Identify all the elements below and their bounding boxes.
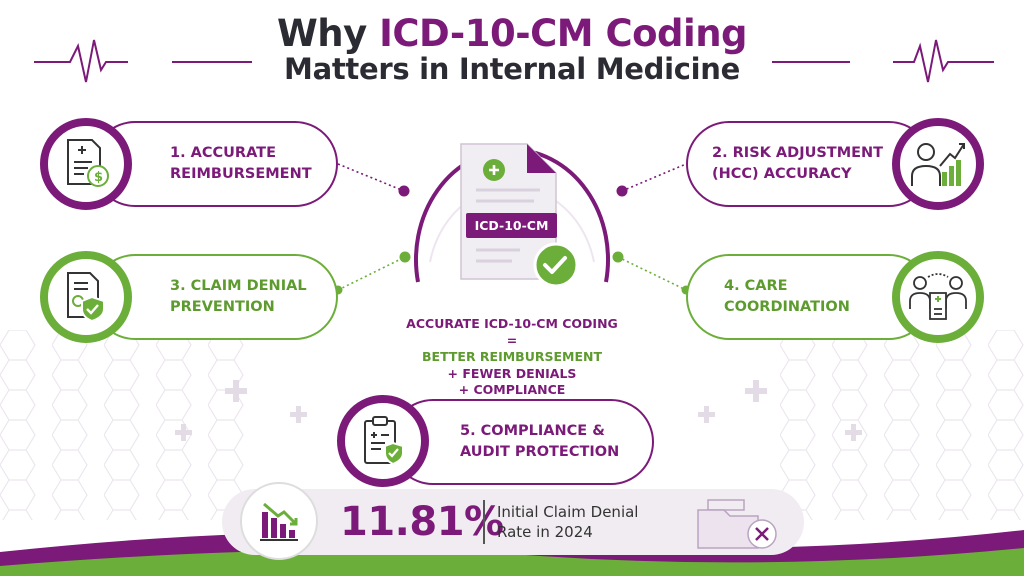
document-dollar-icon: $ xyxy=(40,118,132,210)
plus-decoration xyxy=(175,380,862,441)
rejected-folder-icon xyxy=(697,499,777,549)
stat-value: 11.81% xyxy=(340,499,504,545)
equation-line2: BETTER REIMBURSEMENT xyxy=(422,349,602,364)
item-1-line2: REIMBURSEMENT xyxy=(170,166,312,182)
bottom-wave-green xyxy=(0,548,1024,576)
equation-line1: ACCURATE ICD-10-CM CODING xyxy=(406,316,618,331)
connector-lines xyxy=(337,163,687,192)
item-3-line2: PREVENTION xyxy=(170,299,275,315)
heartbeat-left-icon xyxy=(34,39,252,83)
stat-label-line1: Initial Claim Denial xyxy=(497,503,639,521)
item-1-line1: 1. ACCURATE xyxy=(170,144,276,161)
document-shield-check-icon xyxy=(40,251,132,343)
title-prefix: Why xyxy=(276,12,380,55)
item-5-line1: 5. COMPLIANCE & xyxy=(460,422,605,439)
patient-growth-chart-icon xyxy=(892,118,984,210)
stat-label-line2: Rate in 2024 xyxy=(497,523,593,542)
declining-bar-chart-icon xyxy=(240,482,318,560)
stat-divider xyxy=(483,500,485,544)
hex-pattern-left xyxy=(0,330,260,520)
item-accurate-reimbursement: 1. ACCURATE REIMBURSEMENT xyxy=(92,121,338,207)
center-equation: ACCURATE ICD-10-CM CODING = BETTER REIMB… xyxy=(362,316,662,399)
doctors-exchange-icon xyxy=(892,251,984,343)
clipboard-shield-icon xyxy=(337,395,429,487)
hex-pattern-right xyxy=(780,330,1024,520)
page-title: Why ICD-10-CM Coding Matters in Internal… xyxy=(0,14,1024,85)
equation-line3: + FEWER DENIALS xyxy=(447,365,577,381)
item-5-line2: AUDIT PROTECTION xyxy=(460,444,620,460)
item-2-line2: (HCC) ACCURACY xyxy=(712,166,852,182)
item-4-line1: 4. CARE xyxy=(724,277,788,294)
item-care-coordination: 4. CARE COORDINATION xyxy=(686,254,932,340)
item-3-line1: 3. CLAIM DENIAL xyxy=(170,277,307,294)
item-2-line1: 2. RISK ADJUSTMENT xyxy=(712,144,884,161)
equation-equals: = xyxy=(506,332,518,348)
equation-line4: + COMPLIANCE xyxy=(458,382,566,397)
item-risk-adjustment: 2. RISK ADJUSTMENT (HCC) ACCURACY xyxy=(686,121,932,207)
title-line2: Matters in Internal Medicine xyxy=(284,51,740,86)
item-claim-denial-prevention: 3. CLAIM DENIAL PREVENTION xyxy=(92,254,338,340)
item-4-line2: COORDINATION xyxy=(724,299,850,315)
title-accent: ICD-10-CM Coding xyxy=(379,12,748,55)
stat-label: Initial Claim Denial Rate in 2024 xyxy=(497,502,638,543)
icd-label: ICD-10-CM xyxy=(466,213,557,238)
heartbeat-right-icon xyxy=(772,39,994,83)
svg-text:$: $ xyxy=(94,170,103,185)
item-compliance-audit: 5. COMPLIANCE & AUDIT PROTECTION xyxy=(390,399,654,485)
